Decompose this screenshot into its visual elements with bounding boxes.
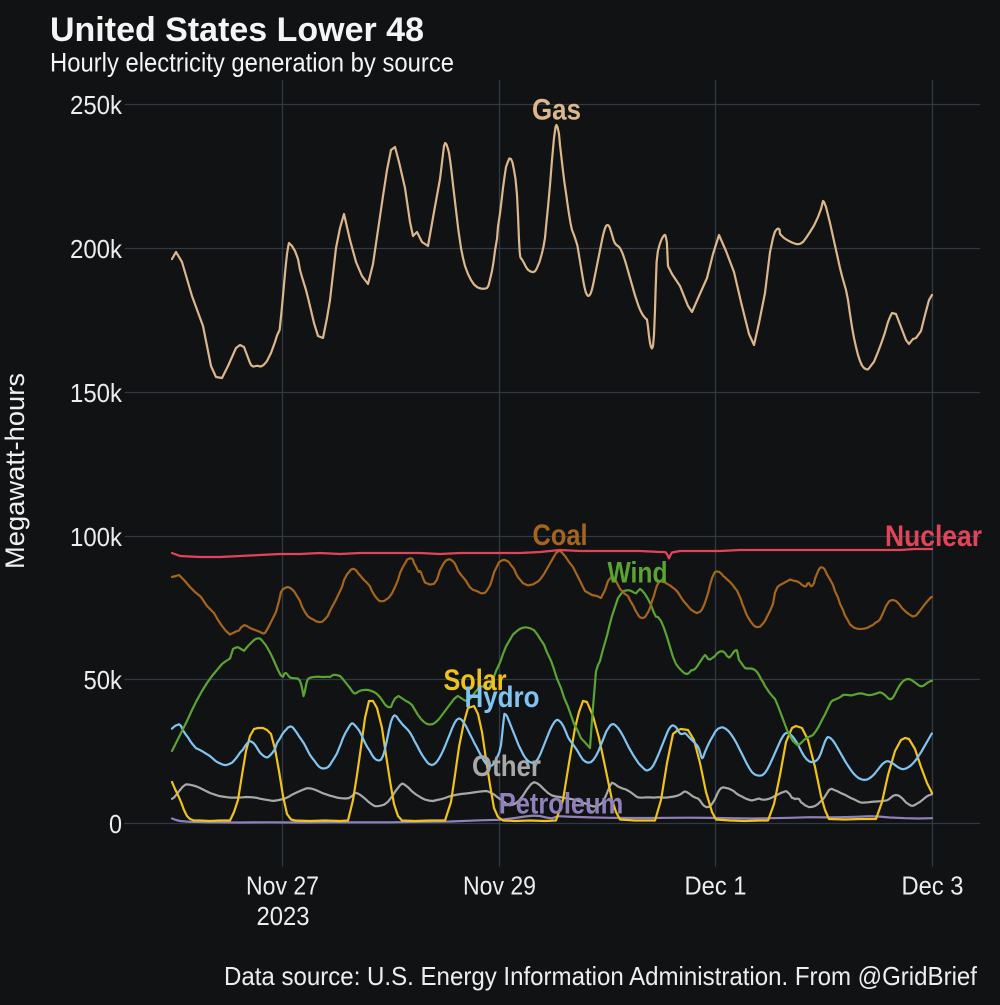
svg-text:200k: 200k <box>70 234 123 264</box>
svg-text:Hydro: Hydro <box>465 681 540 714</box>
svg-text:Dec 1: Dec 1 <box>685 871 747 901</box>
svg-text:Nov 29: Nov 29 <box>463 871 536 901</box>
svg-text:Gas: Gas <box>532 94 581 127</box>
svg-text:Nov 27: Nov 27 <box>246 871 319 901</box>
svg-text:2023: 2023 <box>257 901 310 931</box>
svg-text:250k: 250k <box>70 90 123 120</box>
svg-text:Hourly electricity generation: Hourly electricity generation by source <box>50 48 454 78</box>
svg-text:Other: Other <box>472 750 541 783</box>
svg-text:Nuclear: Nuclear <box>885 520 982 553</box>
svg-text:Megawatt-hours: Megawatt-hours <box>0 373 30 569</box>
svg-text:0: 0 <box>109 809 122 839</box>
svg-text:Coal: Coal <box>533 519 588 552</box>
svg-text:100k: 100k <box>70 522 123 552</box>
svg-text:Data source: U.S. Energy Infor: Data source: U.S. Energy Information Adm… <box>224 961 978 991</box>
svg-text:150k: 150k <box>70 378 123 408</box>
svg-text:Dec 3: Dec 3 <box>902 871 964 901</box>
svg-text:Petroleum: Petroleum <box>499 788 624 821</box>
svg-text:50k: 50k <box>84 665 123 695</box>
svg-text:Solar: Solar <box>444 664 507 697</box>
svg-text:United States Lower 48: United States Lower 48 <box>50 11 424 49</box>
svg-text:Wind: Wind <box>608 557 668 590</box>
